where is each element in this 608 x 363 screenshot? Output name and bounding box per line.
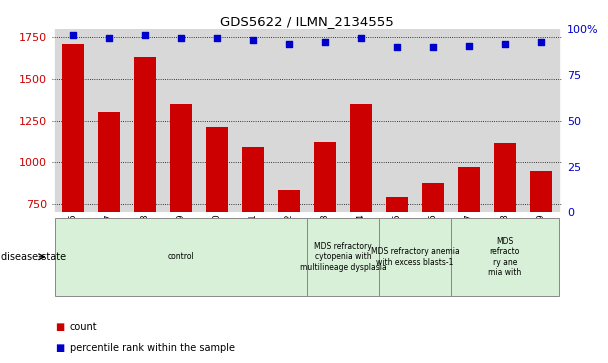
Text: MDS
refracto
ry ane
mia with: MDS refracto ry ane mia with xyxy=(488,237,522,277)
Point xyxy=(176,35,186,41)
Text: MDS refractory
cytopenia with
multilineage dysplasia: MDS refractory cytopenia with multilinea… xyxy=(300,242,386,272)
Point xyxy=(536,39,546,45)
Bar xyxy=(98,113,120,329)
Bar xyxy=(314,142,336,329)
Bar xyxy=(307,29,343,212)
Text: MDS refractory anemia
with excess blasts-1: MDS refractory anemia with excess blasts… xyxy=(370,247,459,266)
Point xyxy=(105,35,114,41)
Point xyxy=(140,32,150,37)
Bar xyxy=(379,218,451,296)
Bar xyxy=(63,44,84,329)
Point xyxy=(500,41,510,46)
Point xyxy=(392,45,402,50)
Bar xyxy=(199,29,235,212)
Bar xyxy=(451,218,559,296)
Bar xyxy=(243,147,264,329)
Bar xyxy=(170,104,192,329)
Text: control: control xyxy=(168,252,195,261)
Title: GDS5622 / ILMN_2134555: GDS5622 / ILMN_2134555 xyxy=(220,15,394,28)
Bar xyxy=(422,183,444,329)
Bar xyxy=(494,143,516,329)
Bar xyxy=(350,104,371,329)
Bar xyxy=(271,29,307,212)
Bar xyxy=(235,29,271,212)
Point xyxy=(464,42,474,48)
Bar xyxy=(415,29,451,212)
Point xyxy=(212,35,222,41)
Bar xyxy=(163,29,199,212)
Text: ■: ■ xyxy=(55,343,64,354)
Bar xyxy=(278,190,300,329)
Bar xyxy=(487,29,523,212)
Bar xyxy=(55,218,307,296)
Bar xyxy=(91,29,127,212)
Bar xyxy=(458,167,480,329)
Bar xyxy=(343,29,379,212)
Bar xyxy=(55,29,91,212)
Bar xyxy=(523,29,559,212)
Text: ■: ■ xyxy=(55,322,64,332)
Bar xyxy=(530,171,551,329)
Bar xyxy=(379,29,415,212)
Point xyxy=(320,39,330,45)
Point xyxy=(248,37,258,43)
Bar xyxy=(206,127,228,329)
Text: disease state: disease state xyxy=(1,252,66,262)
Bar xyxy=(127,29,163,212)
Bar xyxy=(307,218,379,296)
Bar xyxy=(386,197,408,329)
Text: count: count xyxy=(70,322,97,332)
Bar xyxy=(451,29,487,212)
Bar xyxy=(134,57,156,329)
Text: percentile rank within the sample: percentile rank within the sample xyxy=(70,343,235,354)
Point xyxy=(284,41,294,46)
Point xyxy=(356,35,366,41)
Point xyxy=(428,45,438,50)
Point xyxy=(68,32,78,37)
